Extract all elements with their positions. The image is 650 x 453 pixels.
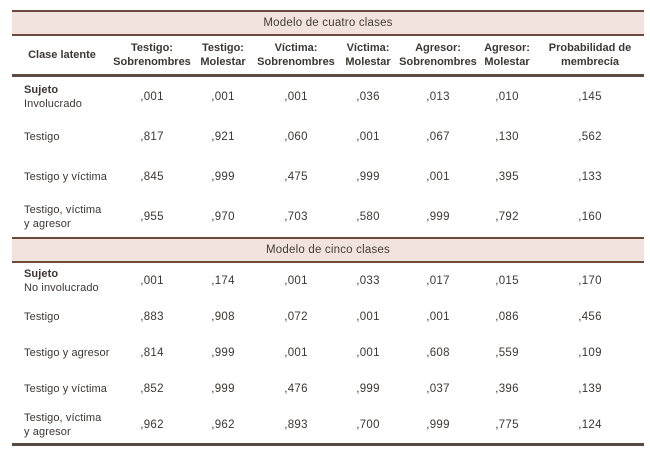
cell-value: ,608 xyxy=(426,347,450,359)
cell-value: ,139 xyxy=(578,383,602,395)
table-row-testigo-y-agresor: Testigo y agresor ,814 ,999 ,001 ,001 ,6… xyxy=(12,335,644,371)
cell-value: ,852 xyxy=(140,383,164,395)
cell-value: ,124 xyxy=(536,407,645,446)
cell-value: ,001 xyxy=(140,275,164,287)
cell-value: ,010 xyxy=(495,91,519,103)
cell-value: ,037 xyxy=(426,383,450,395)
cell-value: ,145 xyxy=(578,91,602,103)
column-header-clase-latente: Clase latente xyxy=(12,35,112,77)
cell-value: ,001 xyxy=(356,311,380,323)
cell-value: ,476 xyxy=(284,383,308,395)
cell-value: ,999 xyxy=(211,383,235,395)
table-row-sujeto-no-involucrado: Sujeto No involucrado ,001 ,174 ,001 ,03… xyxy=(12,262,644,299)
cell-value: ,072 xyxy=(284,311,308,323)
cell-value: ,001 xyxy=(284,91,308,103)
cell-value: ,001 xyxy=(426,171,450,183)
cell-value: ,475 xyxy=(284,171,308,183)
section-band-cinco-clases-wrap: Modelo de cinco clases xyxy=(12,237,645,263)
cell-value: ,817 xyxy=(140,131,164,143)
cell-value: ,395 xyxy=(495,171,519,183)
cell-value: ,174 xyxy=(211,275,235,287)
row-label: Testigo, víctima y agresor xyxy=(12,407,112,446)
row-label: Testigo y víctima xyxy=(24,170,108,183)
row-label: Sujeto Involucrado xyxy=(24,83,82,110)
table-row-testigo-victima-y-agresor: Testigo, víctima y agresor ,962 ,962 ,89… xyxy=(12,407,645,446)
cell-value: ,001 xyxy=(356,347,380,359)
section-cinco-clases-body: Sujeto No involucrado ,001 ,174 ,001 ,03… xyxy=(12,262,645,446)
cell-value: ,999 xyxy=(211,171,235,183)
cell-value: ,033 xyxy=(356,275,380,287)
cell-value: ,999 xyxy=(398,407,478,446)
cell-value: ,036 xyxy=(356,91,380,103)
cell-value: ,893 xyxy=(254,407,338,446)
cell-value: ,883 xyxy=(140,311,164,323)
cell-value: ,017 xyxy=(426,275,450,287)
cell-value: ,160 xyxy=(578,211,602,223)
section-band-cinco-clases: Modelo de cinco clases xyxy=(12,237,645,263)
cell-value: ,962 xyxy=(112,407,192,446)
column-header-agresor-molestar: Agresor: Molestar xyxy=(478,35,536,77)
cell-value: ,814 xyxy=(140,347,164,359)
cell-value: ,792 xyxy=(495,211,519,223)
column-header-victima-molestar: Víctima: Molestar xyxy=(338,35,398,77)
row-label: Testigo y agresor xyxy=(24,346,110,359)
cell-value: ,013 xyxy=(426,91,450,103)
row-label: Testigo xyxy=(24,130,60,143)
cell-value: ,921 xyxy=(211,131,235,143)
table-row-sujeto-involucrado: Sujeto Involucrado ,001 ,001 ,001 ,036 ,… xyxy=(12,76,644,118)
section-cuatro-clases-body: Sujeto Involucrado ,001 ,001 ,001 ,036 ,… xyxy=(12,76,644,239)
table-row-testigo: Testigo ,817 ,921 ,060 ,001 ,067 ,130 ,5… xyxy=(12,117,644,157)
cell-value: ,067 xyxy=(426,131,450,143)
cell-value: ,001 xyxy=(211,91,235,103)
cell-value: ,001 xyxy=(140,91,164,103)
cell-value: ,456 xyxy=(578,311,602,323)
cell-value: ,001 xyxy=(356,131,380,143)
cell-value: ,700 xyxy=(338,407,398,446)
cell-value: ,001 xyxy=(426,311,450,323)
cell-value: ,908 xyxy=(211,311,235,323)
table-row-testigo: Testigo ,883 ,908 ,072 ,001 ,001 ,086 ,4… xyxy=(12,299,644,335)
table-row-testigo-y-victima: Testigo y víctima ,845 ,999 ,475 ,999 ,0… xyxy=(12,157,644,197)
column-header-testigo-sobrenombres: Testigo: Sobrenombres xyxy=(112,35,192,77)
cell-value: ,962 xyxy=(192,407,254,446)
column-header-victima-sobrenombres: Víctima: Sobrenombres xyxy=(254,35,338,77)
section-band-cuatro-clases: Modelo de cuatro clases xyxy=(12,10,645,36)
cell-value: ,133 xyxy=(578,171,602,183)
row-label: Testigo xyxy=(24,310,60,323)
cell-value: ,775 xyxy=(478,407,536,446)
cell-value: ,559 xyxy=(495,347,519,359)
cell-value: ,999 xyxy=(356,171,380,183)
latent-class-probabilities-table: Modelo de cuatro clases Clase latente Te… xyxy=(12,10,645,446)
cell-value: ,170 xyxy=(578,275,602,287)
cell-value: ,015 xyxy=(495,275,519,287)
row-label: Testigo, víctima y agresor xyxy=(24,203,102,230)
cell-value: ,955 xyxy=(140,211,164,223)
column-header-probabilidad-membrecia: Probabilidad de membrecía xyxy=(536,35,645,77)
cell-value: ,001 xyxy=(284,347,308,359)
cell-value: ,562 xyxy=(578,131,602,143)
cell-value: ,999 xyxy=(211,347,235,359)
section-title-cinco-clases: Modelo de cinco clases xyxy=(12,237,645,263)
cell-value: ,845 xyxy=(140,171,164,183)
table-row-testigo-y-victima: Testigo y víctima ,852 ,999 ,476 ,999 ,0… xyxy=(12,371,644,407)
cell-value: ,060 xyxy=(284,131,308,143)
cell-value: ,970 xyxy=(211,211,235,223)
column-header-row: Clase latente Testigo: Sobrenombres Test… xyxy=(12,35,645,77)
cell-value: ,580 xyxy=(356,211,380,223)
cell-value: ,999 xyxy=(426,211,450,223)
column-header-testigo-molestar: Testigo: Molestar xyxy=(192,35,254,77)
row-label: Sujeto No involucrado xyxy=(24,267,99,294)
table-row-testigo-victima-y-agresor: Testigo, víctima y agresor ,955 ,970 ,70… xyxy=(12,197,644,238)
section-title-cuatro-clases: Modelo de cuatro clases xyxy=(12,10,645,36)
cell-value: ,086 xyxy=(495,311,519,323)
cell-value: ,703 xyxy=(284,211,308,223)
cell-value: ,130 xyxy=(495,131,519,143)
row-label: Testigo y víctima xyxy=(24,382,108,395)
column-header-agresor-sobrenombres: Agresor: Sobrenombres xyxy=(398,35,478,77)
cell-value: ,001 xyxy=(284,275,308,287)
cell-value: ,396 xyxy=(495,383,519,395)
cell-value: ,109 xyxy=(578,347,602,359)
cell-value: ,999 xyxy=(356,383,380,395)
